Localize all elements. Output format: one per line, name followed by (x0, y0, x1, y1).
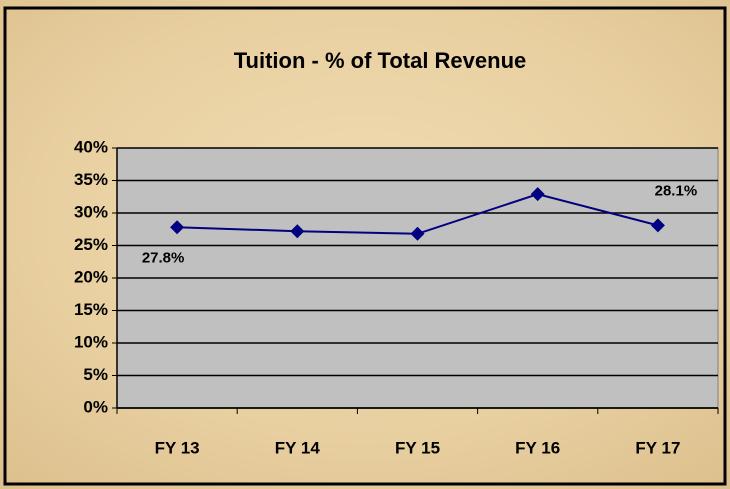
y-tick-label: 5% (83, 365, 108, 384)
x-tick-label: FY 16 (515, 438, 560, 457)
chart-title: Tuition - % of Total Revenue (234, 48, 527, 73)
x-tick-label: FY 15 (395, 438, 440, 457)
marker (530, 187, 545, 202)
data-label: 28.1% (655, 182, 698, 199)
y-tick-label: 20% (74, 267, 108, 286)
y-tick-label: 10% (74, 332, 108, 351)
x-tick-label: FY 14 (275, 438, 321, 457)
marker (650, 218, 665, 233)
y-tick-label: 35% (74, 170, 108, 189)
marker (290, 224, 305, 239)
marker (410, 226, 425, 241)
frame (3, 6, 727, 486)
x-tick-label: FY 17 (635, 438, 680, 457)
y-tick-label: 0% (83, 397, 108, 416)
y-tick-label: 15% (74, 300, 108, 319)
data-label: 27.8% (142, 249, 185, 266)
y-tick-label: 40% (74, 137, 108, 156)
x-tick-label: FY 13 (155, 438, 200, 457)
y-tick-label: 25% (74, 235, 108, 254)
marker (170, 220, 185, 235)
y-tick-label: 30% (74, 202, 108, 221)
